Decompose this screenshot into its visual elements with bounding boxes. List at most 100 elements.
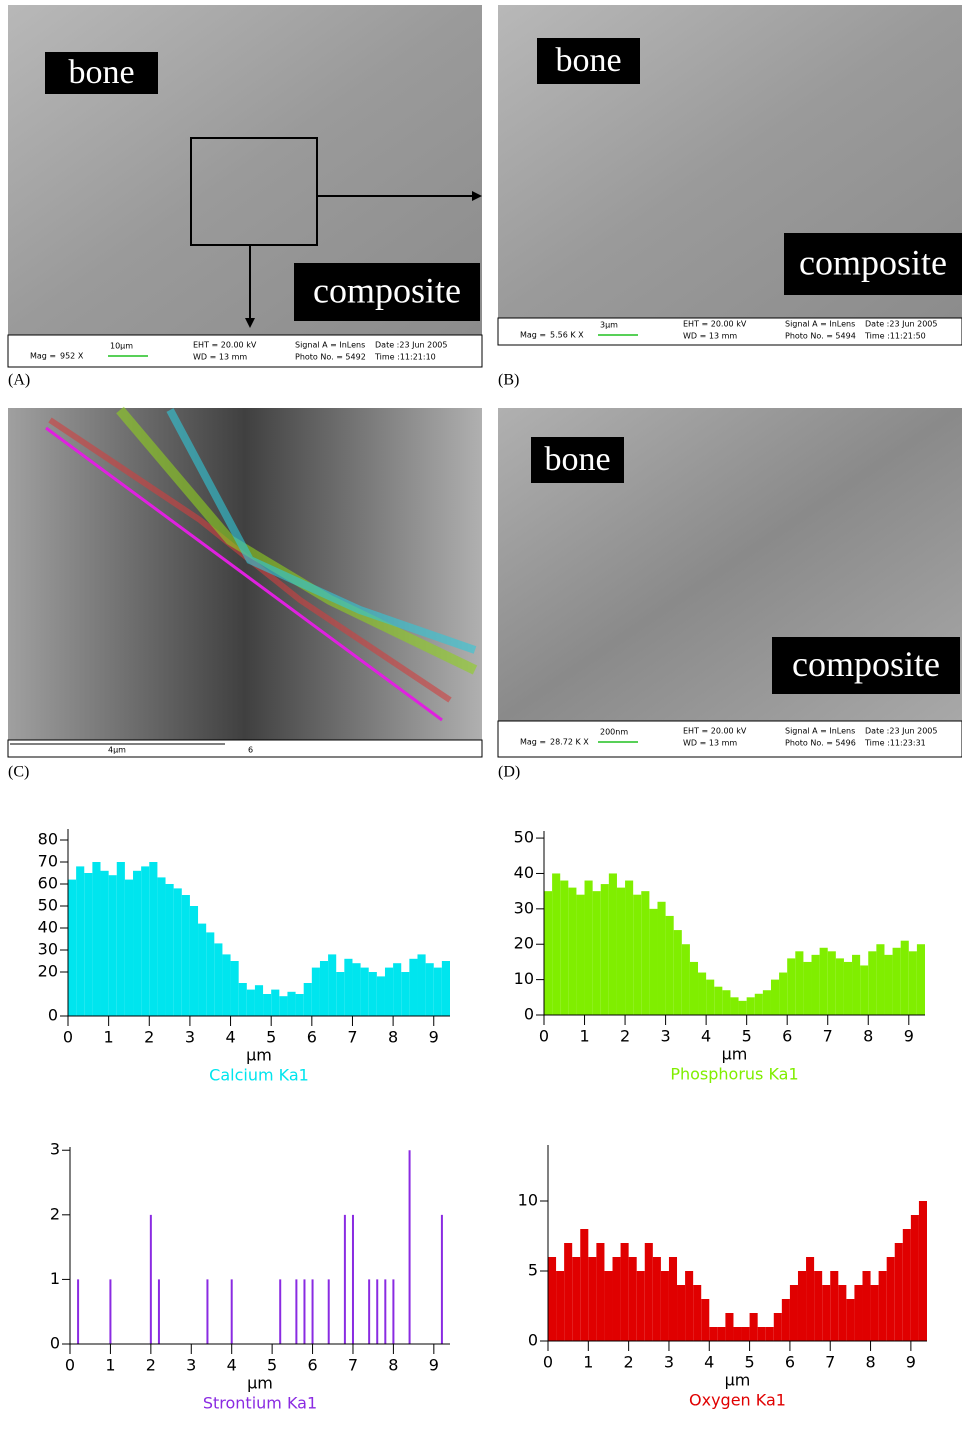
bar [763,990,771,1015]
bar [758,1327,766,1341]
bar [782,1299,790,1341]
bar [544,891,552,1015]
bar [879,1271,887,1341]
bar [442,961,450,1016]
info-text: WD = 13 mm [683,739,737,748]
bar [320,961,328,1016]
info-text: Time :11:23:31 [864,739,926,748]
bar [84,873,92,1016]
y-tick-label: 0 [48,1006,58,1025]
bar [157,877,165,1016]
bar [846,1299,854,1341]
bar [101,871,109,1016]
bar [328,954,336,1016]
bar [149,862,157,1016]
x-tick-label: 2 [624,1353,634,1372]
y-tick-label: 30 [38,940,58,959]
info-text: Date :23 Jun 2005 [375,341,447,350]
bar [698,973,706,1015]
info-text: Time :11:21:50 [864,332,926,341]
bar [747,997,755,1015]
info-text: Time :11:21:10 [374,353,436,362]
bar [903,1229,911,1341]
bar [222,954,230,1016]
info-text: Mag = [30,352,56,361]
bar [552,873,560,1015]
bar [312,968,320,1016]
bar [887,1257,895,1341]
x-tick-label: 1 [104,1028,114,1047]
y-tick-label: 20 [514,934,534,953]
y-tick-label: 3 [50,1140,60,1159]
region-label: bone [544,441,610,478]
bar [393,963,401,1016]
x-tick-label: 4 [227,1356,237,1375]
bar [742,1327,750,1341]
info-text: Signal A = InLens [295,341,365,350]
info-text: 10µm [110,342,133,351]
info-bar [8,740,482,757]
bar [369,972,377,1016]
bar [685,1271,693,1341]
x-tick-label: 8 [865,1353,875,1372]
bar [593,891,601,1015]
bar [401,972,409,1016]
x-tick-label: 2 [620,1027,630,1046]
info-text: Signal A = InLens [785,727,855,736]
bar [820,948,828,1015]
info-text: Photo No. = 5494 [785,332,856,341]
y-tick-label: 30 [514,898,534,917]
bar [701,1299,709,1341]
bar [255,985,263,1016]
bar [385,968,393,1016]
bar [125,880,133,1016]
bar [917,944,925,1015]
bar [174,888,182,1016]
x-tick-label: 0 [543,1353,553,1372]
bar [198,924,206,1016]
bar [717,1327,725,1341]
bar [625,881,633,1015]
bar [798,1271,806,1341]
panel-label: (D) [498,764,520,781]
bar [884,955,892,1015]
bar [92,862,100,1016]
bar [560,881,568,1015]
bar [682,944,690,1015]
bar [336,972,344,1016]
x-tick-label: 5 [745,1353,755,1372]
x-tick-label: 0 [539,1027,549,1046]
bar [580,1229,588,1341]
x-tick-label: 8 [388,1028,398,1047]
bar [909,951,917,1015]
x-tick-label: 6 [307,1028,317,1047]
info-text: Date :23 Jun 2005 [865,320,937,329]
x-tick-label: 9 [429,1356,439,1375]
y-tick-label: 40 [514,863,534,882]
x-axis-label: µm [247,1374,273,1393]
y-tick-label: 2 [50,1204,60,1223]
bar [133,871,141,1016]
bar [572,1257,580,1341]
bar [548,1257,556,1341]
info-text: 200nm [600,728,628,737]
y-tick-label: 0 [50,1334,60,1353]
bar [657,902,665,1015]
x-tick-label: 7 [348,1356,358,1375]
bar [637,1271,645,1341]
bar [141,866,149,1016]
y-tick-label: 1 [50,1269,60,1288]
bar [690,962,698,1015]
y-tick-label: 0 [528,1331,538,1350]
x-tick-label: 6 [307,1356,317,1375]
bar [649,909,657,1015]
bar [76,866,84,1016]
bar [214,943,222,1016]
bar [677,1285,685,1341]
info-text: EHT = 20.00 kV [683,320,747,329]
info-text: Photo No. = 5492 [295,353,366,362]
info-text: EHT = 20.00 kV [683,727,747,736]
bar [576,895,584,1015]
bar [766,1327,774,1341]
bar [426,963,434,1016]
